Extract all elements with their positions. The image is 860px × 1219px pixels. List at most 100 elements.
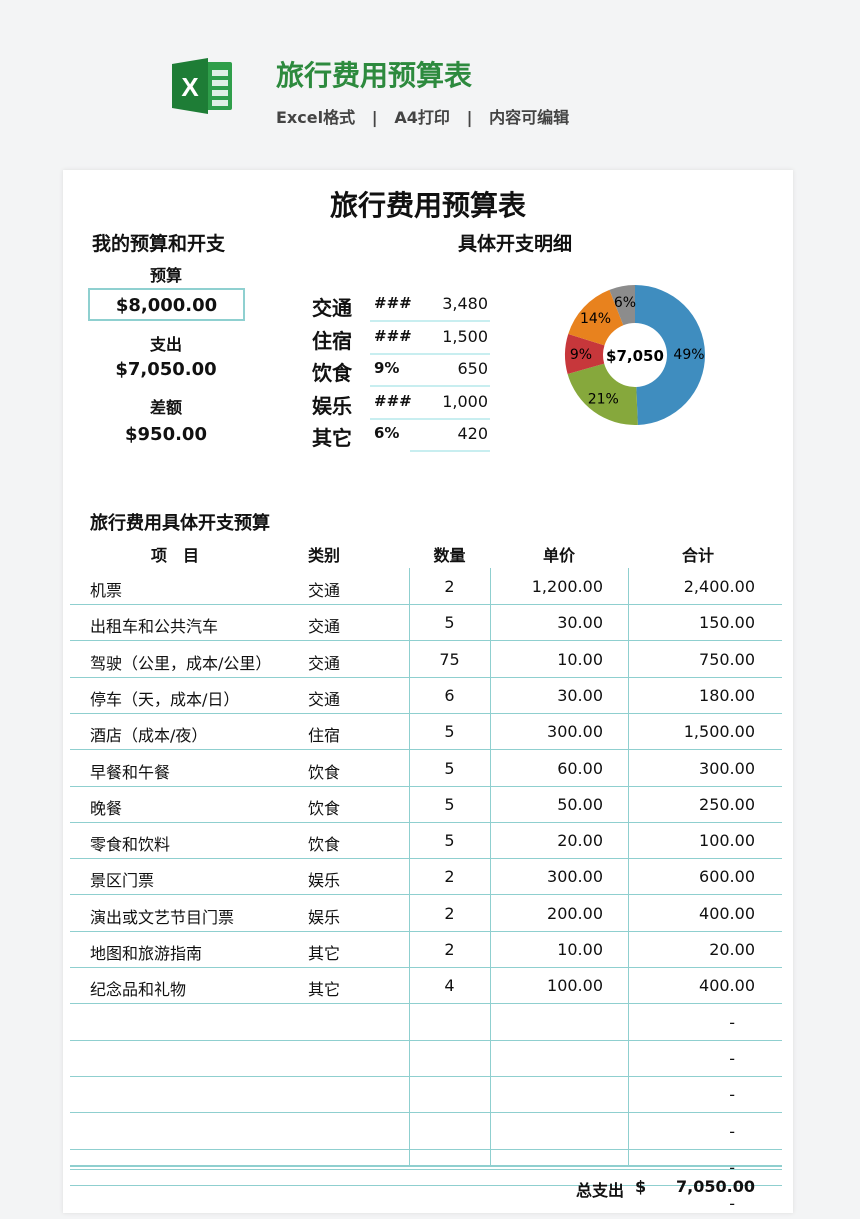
col-total: 合计 [681, 546, 714, 565]
item-category[interactable]: 住宿 [308, 726, 341, 746]
item-name[interactable]: 停车（天，成本/日） [90, 689, 240, 709]
header-subtitle: Excel格式 | A4打印 | 内容可编辑 [276, 108, 570, 127]
item-total: 400.00 [699, 976, 755, 996]
divider [70, 676, 782, 678]
item-qty[interactable]: 2 [444, 903, 455, 923]
total-currency: $ [635, 1177, 647, 1196]
item-category[interactable]: 娱乐 [308, 871, 341, 891]
item-category[interactable]: 交通 [308, 617, 341, 637]
item-name[interactable]: 酒店（成本/夜） [90, 726, 208, 746]
item-qty[interactable]: 75 [439, 649, 460, 669]
item-total: - [729, 1048, 735, 1068]
item-qty[interactable]: 2 [444, 577, 455, 596]
item-price[interactable]: 300.00 [547, 867, 603, 887]
item-qty[interactable]: 5 [444, 831, 455, 851]
item-name[interactable]: 驾驶（公里，成本/公里） [90, 653, 272, 673]
donut-center-label: $7,050 [606, 347, 664, 365]
sheet-title: 旅行费用预算表 [329, 189, 526, 222]
item-price[interactable]: 60.00 [557, 758, 603, 778]
expense-value: $7,050.00 [115, 359, 217, 380]
item-name[interactable]: 景区门票 [90, 871, 155, 891]
donut-slice [568, 289, 624, 346]
col-qty: 数量 [433, 546, 466, 565]
divider [70, 967, 782, 968]
divider [70, 749, 782, 751]
total-value: 7,050.00 [676, 1177, 755, 1196]
divider [70, 930, 782, 932]
item-name[interactable]: 晚餐 [90, 798, 123, 818]
item-category[interactable]: 娱乐 [308, 907, 341, 927]
divider [370, 352, 490, 355]
donut-slice [565, 333, 605, 374]
item-price[interactable]: 30.00 [557, 613, 603, 633]
item-price[interactable]: 100.00 [547, 976, 603, 996]
divider [70, 858, 782, 860]
divider [70, 1075, 782, 1077]
item-category[interactable]: 饮食 [308, 835, 341, 855]
excel-icon: X [172, 58, 232, 114]
item-price[interactable]: 200.00 [547, 903, 603, 923]
item-qty[interactable]: 5 [444, 758, 455, 778]
breakdown-category: 饮食 [312, 361, 352, 385]
item-name[interactable]: 早餐和午餐 [90, 762, 171, 782]
item-price[interactable]: 50.00 [557, 794, 603, 814]
item-price[interactable]: 30.00 [557, 685, 603, 705]
donut-chart: 49% 21% 9% 14%6% $7,050 [565, 285, 705, 425]
item-name[interactable]: 演出或文艺节目门票 [90, 907, 235, 927]
item-category[interactable]: 饮食 [308, 798, 341, 818]
donut-slice [635, 285, 705, 425]
item-category[interactable]: 饮食 [308, 762, 341, 782]
divider [70, 1148, 782, 1150]
item-category[interactable]: 其它 [308, 944, 341, 963]
donut-label: 49% [673, 347, 704, 363]
item-total: - [729, 1194, 735, 1214]
donut-slice [567, 363, 638, 425]
summary-heading: 我的预算和开支 [92, 233, 226, 255]
item-price[interactable]: 1,200.00 [531, 577, 603, 596]
item-category[interactable]: 其它 [308, 980, 341, 1000]
item-qty[interactable]: 5 [444, 794, 455, 814]
col-item: 项 目 [150, 546, 199, 565]
divider [70, 821, 782, 823]
breakdown-heading: 具体开支明细 [458, 233, 573, 255]
col-category: 类别 [308, 546, 341, 565]
item-qty[interactable]: 2 [444, 867, 455, 887]
item-name[interactable]: 出租车和公共汽车 [90, 617, 219, 637]
item-name[interactable]: 零食和饮料 [90, 835, 171, 855]
item-category[interactable]: 交通 [308, 653, 341, 673]
expense-label: 支出 [149, 335, 182, 354]
item-total: 300.00 [699, 758, 755, 778]
donut-label: 6% [614, 295, 636, 311]
item-total: - [729, 1012, 735, 1032]
item-name[interactable]: 地图和旅游指南 [90, 944, 203, 963]
item-total: 250.00 [699, 794, 755, 814]
breakdown-amount: 420 [457, 424, 488, 443]
item-total: 100.00 [699, 831, 755, 851]
item-name[interactable]: 纪念品和礼物 [90, 980, 187, 1000]
breakdown-percent: 6% [374, 424, 400, 442]
item-category[interactable]: 交通 [308, 689, 341, 709]
item-price[interactable]: 10.00 [557, 940, 603, 959]
item-price[interactable]: 10.00 [557, 649, 603, 669]
item-qty[interactable]: 2 [444, 940, 455, 959]
item-qty[interactable]: 5 [444, 613, 455, 633]
item-qty[interactable]: 5 [444, 722, 455, 742]
item-total: - [729, 1121, 735, 1141]
donut-label: 21% [588, 392, 619, 408]
item-category[interactable]: 交通 [308, 581, 341, 600]
divider [490, 568, 491, 1166]
divider [409, 568, 410, 1166]
budget-input[interactable]: $8,000.00 [88, 288, 245, 321]
item-qty[interactable]: 4 [444, 976, 455, 996]
item-qty[interactable]: 6 [444, 685, 455, 705]
item-price[interactable]: 20.00 [557, 831, 603, 851]
item-total: 600.00 [699, 867, 755, 887]
divider [70, 894, 782, 896]
divider [70, 1039, 782, 1041]
divider [70, 1169, 782, 1170]
item-name[interactable]: 机票 [90, 581, 123, 600]
breakdown-percent: 9% [374, 359, 400, 377]
divider [70, 640, 782, 642]
breakdown-category: 交通 [312, 296, 352, 320]
item-price[interactable]: 300.00 [547, 722, 603, 742]
